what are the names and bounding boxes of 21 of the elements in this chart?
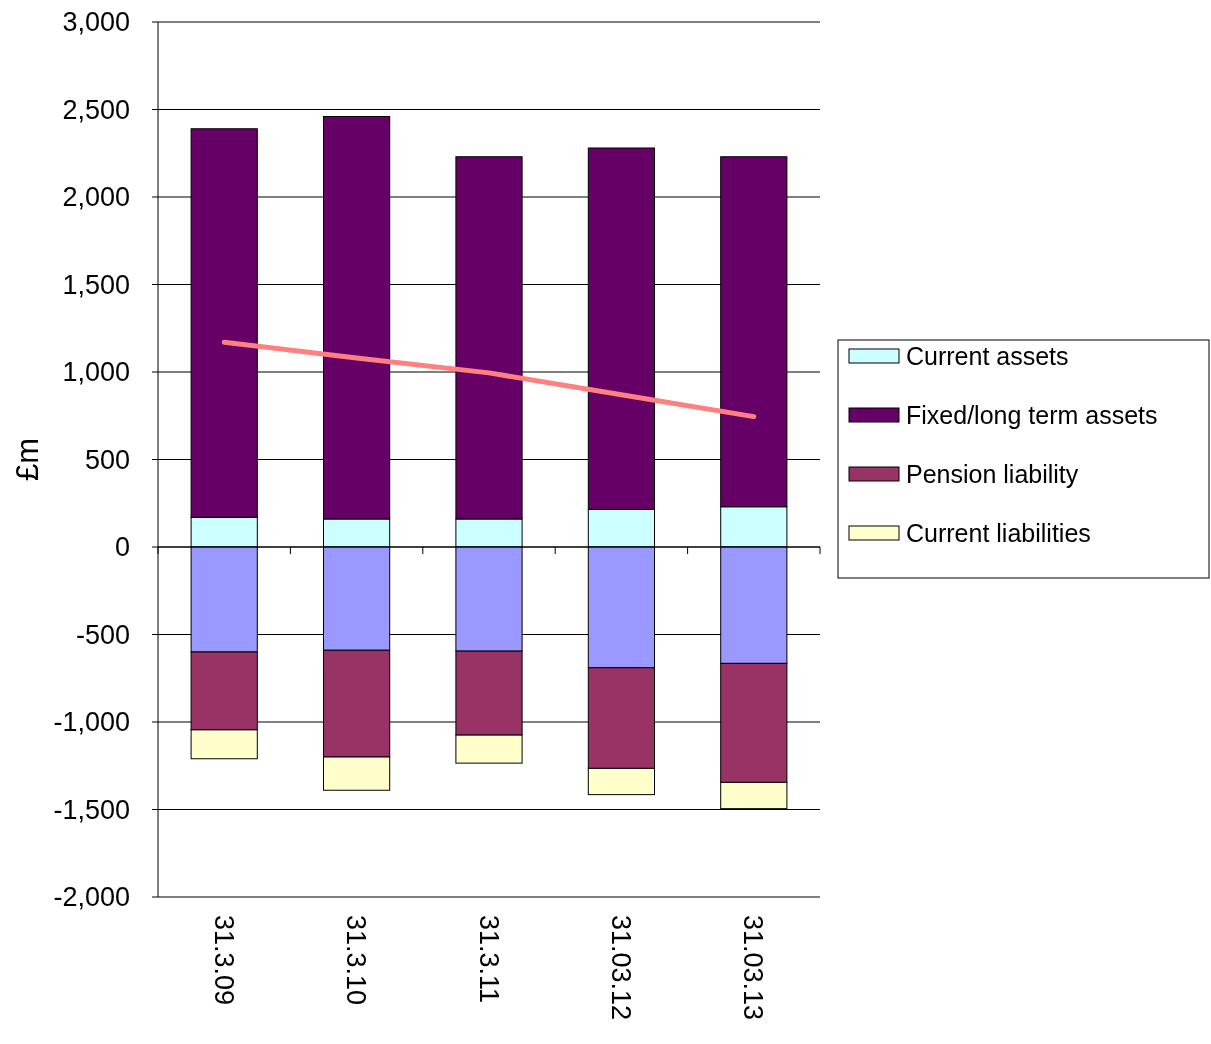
x-tick-label: 31.03.13	[738, 915, 769, 1021]
x-tick-label: 31.3.09	[208, 915, 239, 1006]
x-tick-label: 31.3.11	[473, 915, 504, 1004]
y-tick-label: 1,500	[62, 269, 130, 300]
y-tick-label: -1,000	[53, 707, 130, 738]
y-tick-label: 1,000	[62, 357, 130, 388]
y-tick-label: 2,000	[62, 182, 130, 213]
y-tick-label: -2,000	[53, 882, 130, 913]
legend-label: Current liabilities	[906, 518, 1091, 547]
y-axis-title: £m	[10, 437, 45, 482]
y-tick-label: 3,000	[62, 7, 130, 38]
y-tick-label: 500	[84, 444, 130, 475]
legend-label: Current assets	[906, 341, 1069, 370]
legend-label: Fixed/long term assets	[906, 400, 1158, 429]
legend-label: Pension liability	[906, 459, 1079, 488]
y-tick-label: -500	[75, 619, 130, 650]
x-tick-label: 31.3.10	[341, 915, 372, 1006]
y-tick-label: 2,500	[62, 94, 130, 125]
y-tick-label: -1,500	[53, 794, 130, 825]
y-tick-label: 0	[114, 532, 130, 563]
x-tick-label: 31.03.12	[605, 915, 636, 1021]
